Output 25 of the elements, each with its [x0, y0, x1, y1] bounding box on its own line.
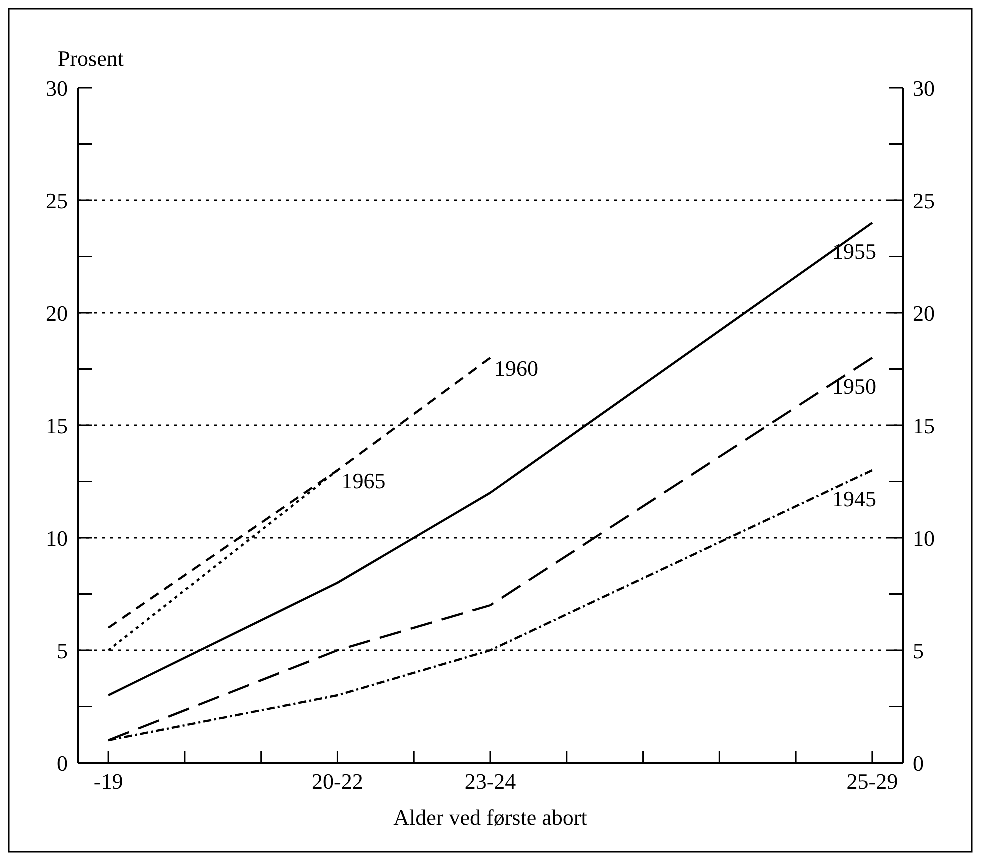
- x-tick-label: -19: [94, 769, 124, 794]
- y-tick-label: 0: [57, 751, 68, 776]
- y-tick-label: 30: [46, 76, 68, 101]
- y2-tick-label: 15: [913, 414, 935, 438]
- y2-tick-label: 0: [913, 751, 924, 776]
- series-label: 1950: [832, 374, 876, 399]
- x-tick-label: 25-29: [846, 769, 898, 794]
- series-label: 1955: [832, 239, 876, 264]
- y-tick-label: 10: [46, 526, 68, 551]
- y2-tick-label: 25: [913, 188, 935, 214]
- x-tick-label: 20-22: [312, 769, 364, 794]
- series-label: 1960: [494, 356, 538, 381]
- y-tick-label: 20: [46, 301, 68, 326]
- y-axis-title: Prosent: [58, 46, 124, 71]
- y-tick-label: 25: [46, 188, 68, 214]
- y2-tick-label: 30: [913, 76, 935, 101]
- y2-tick-label: 20: [913, 301, 935, 326]
- x-tick-label: 23-24: [464, 769, 516, 794]
- y2-tick-label: 5: [913, 638, 924, 664]
- series-label: 1965: [342, 468, 386, 494]
- series-label: 1945: [832, 486, 876, 512]
- y-tick-label: 5: [57, 638, 68, 664]
- x-axis-title: Alder ved første abort: [394, 805, 588, 830]
- y-tick-label: 15: [46, 414, 68, 438]
- y2-tick-label: 10: [913, 526, 935, 551]
